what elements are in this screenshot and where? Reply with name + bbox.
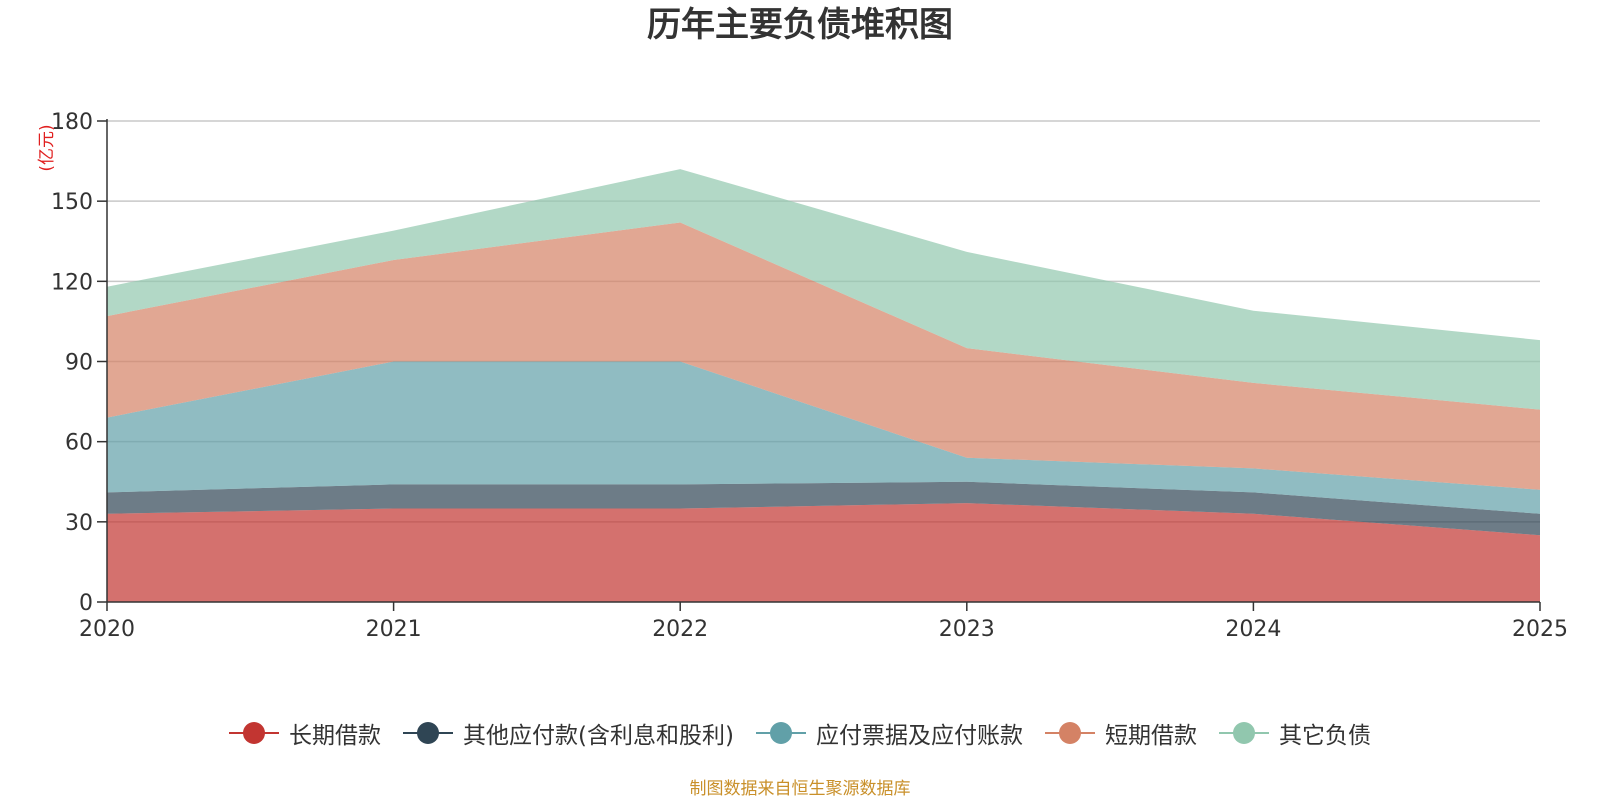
area-series-3: [107, 222, 1540, 490]
legend-item[interactable]: 其他应付款(含利息和股利): [403, 716, 734, 750]
legend-marker-icon: [403, 721, 454, 745]
area-series-1: [107, 481, 1540, 536]
stacked-areas: [107, 169, 1540, 602]
y-tick-label: 0: [79, 591, 93, 616]
legend-marker-icon: [1044, 721, 1095, 745]
x-tick-label: 2021: [366, 617, 422, 642]
legend-marker-icon: [1218, 721, 1269, 745]
legend-item[interactable]: 长期借款: [229, 716, 381, 750]
legend-label: 其它负债: [1278, 723, 1371, 749]
y-tick-label: 90: [65, 351, 93, 376]
x-tick-label: 2022: [652, 617, 708, 642]
area-series-4: [107, 169, 1540, 410]
legend: 长期借款 其他应付款(含利息和股利) 应付票据及应付账款 短期借款 其它负债: [0, 716, 1600, 750]
chart-title: 历年主要负债堆积图: [647, 5, 953, 45]
y-tick-label: 150: [51, 190, 93, 215]
x-tick-label: 2020: [79, 617, 135, 642]
y-tick-label: 60: [65, 431, 93, 456]
x-tick-label: 2023: [939, 617, 995, 642]
legend-label: 长期借款: [289, 723, 382, 749]
area-series-0: [107, 503, 1540, 602]
y-tick-label: 120: [51, 270, 93, 295]
legend-label: 其他应付款(含利息和股利): [463, 723, 734, 749]
legend-label: 应付票据及应付账款: [815, 723, 1023, 749]
x-tick-label: 2025: [1512, 617, 1568, 642]
legend-item[interactable]: 应付票据及应付账款: [755, 716, 1023, 750]
y-tick-label: 180: [51, 110, 93, 135]
legend-marker-icon: [229, 721, 280, 745]
y-axis-unit-label: (亿元): [37, 124, 57, 171]
x-tick-label: 2024: [1225, 617, 1281, 642]
y-tick-label: 30: [65, 511, 93, 536]
legend-item[interactable]: 短期借款: [1044, 716, 1197, 750]
source-note: 制图数据来自恒生聚源数据库: [689, 779, 911, 799]
area-series-2: [107, 361, 1540, 514]
axes: 0 30 60 90 120 150 180 2020 2021 2022 2023 2024 2025: [51, 110, 1568, 642]
legend-item[interactable]: 其它负债: [1218, 716, 1371, 750]
legend-label: 短期借款: [1104, 723, 1197, 749]
legend-marker-icon: [755, 721, 806, 745]
